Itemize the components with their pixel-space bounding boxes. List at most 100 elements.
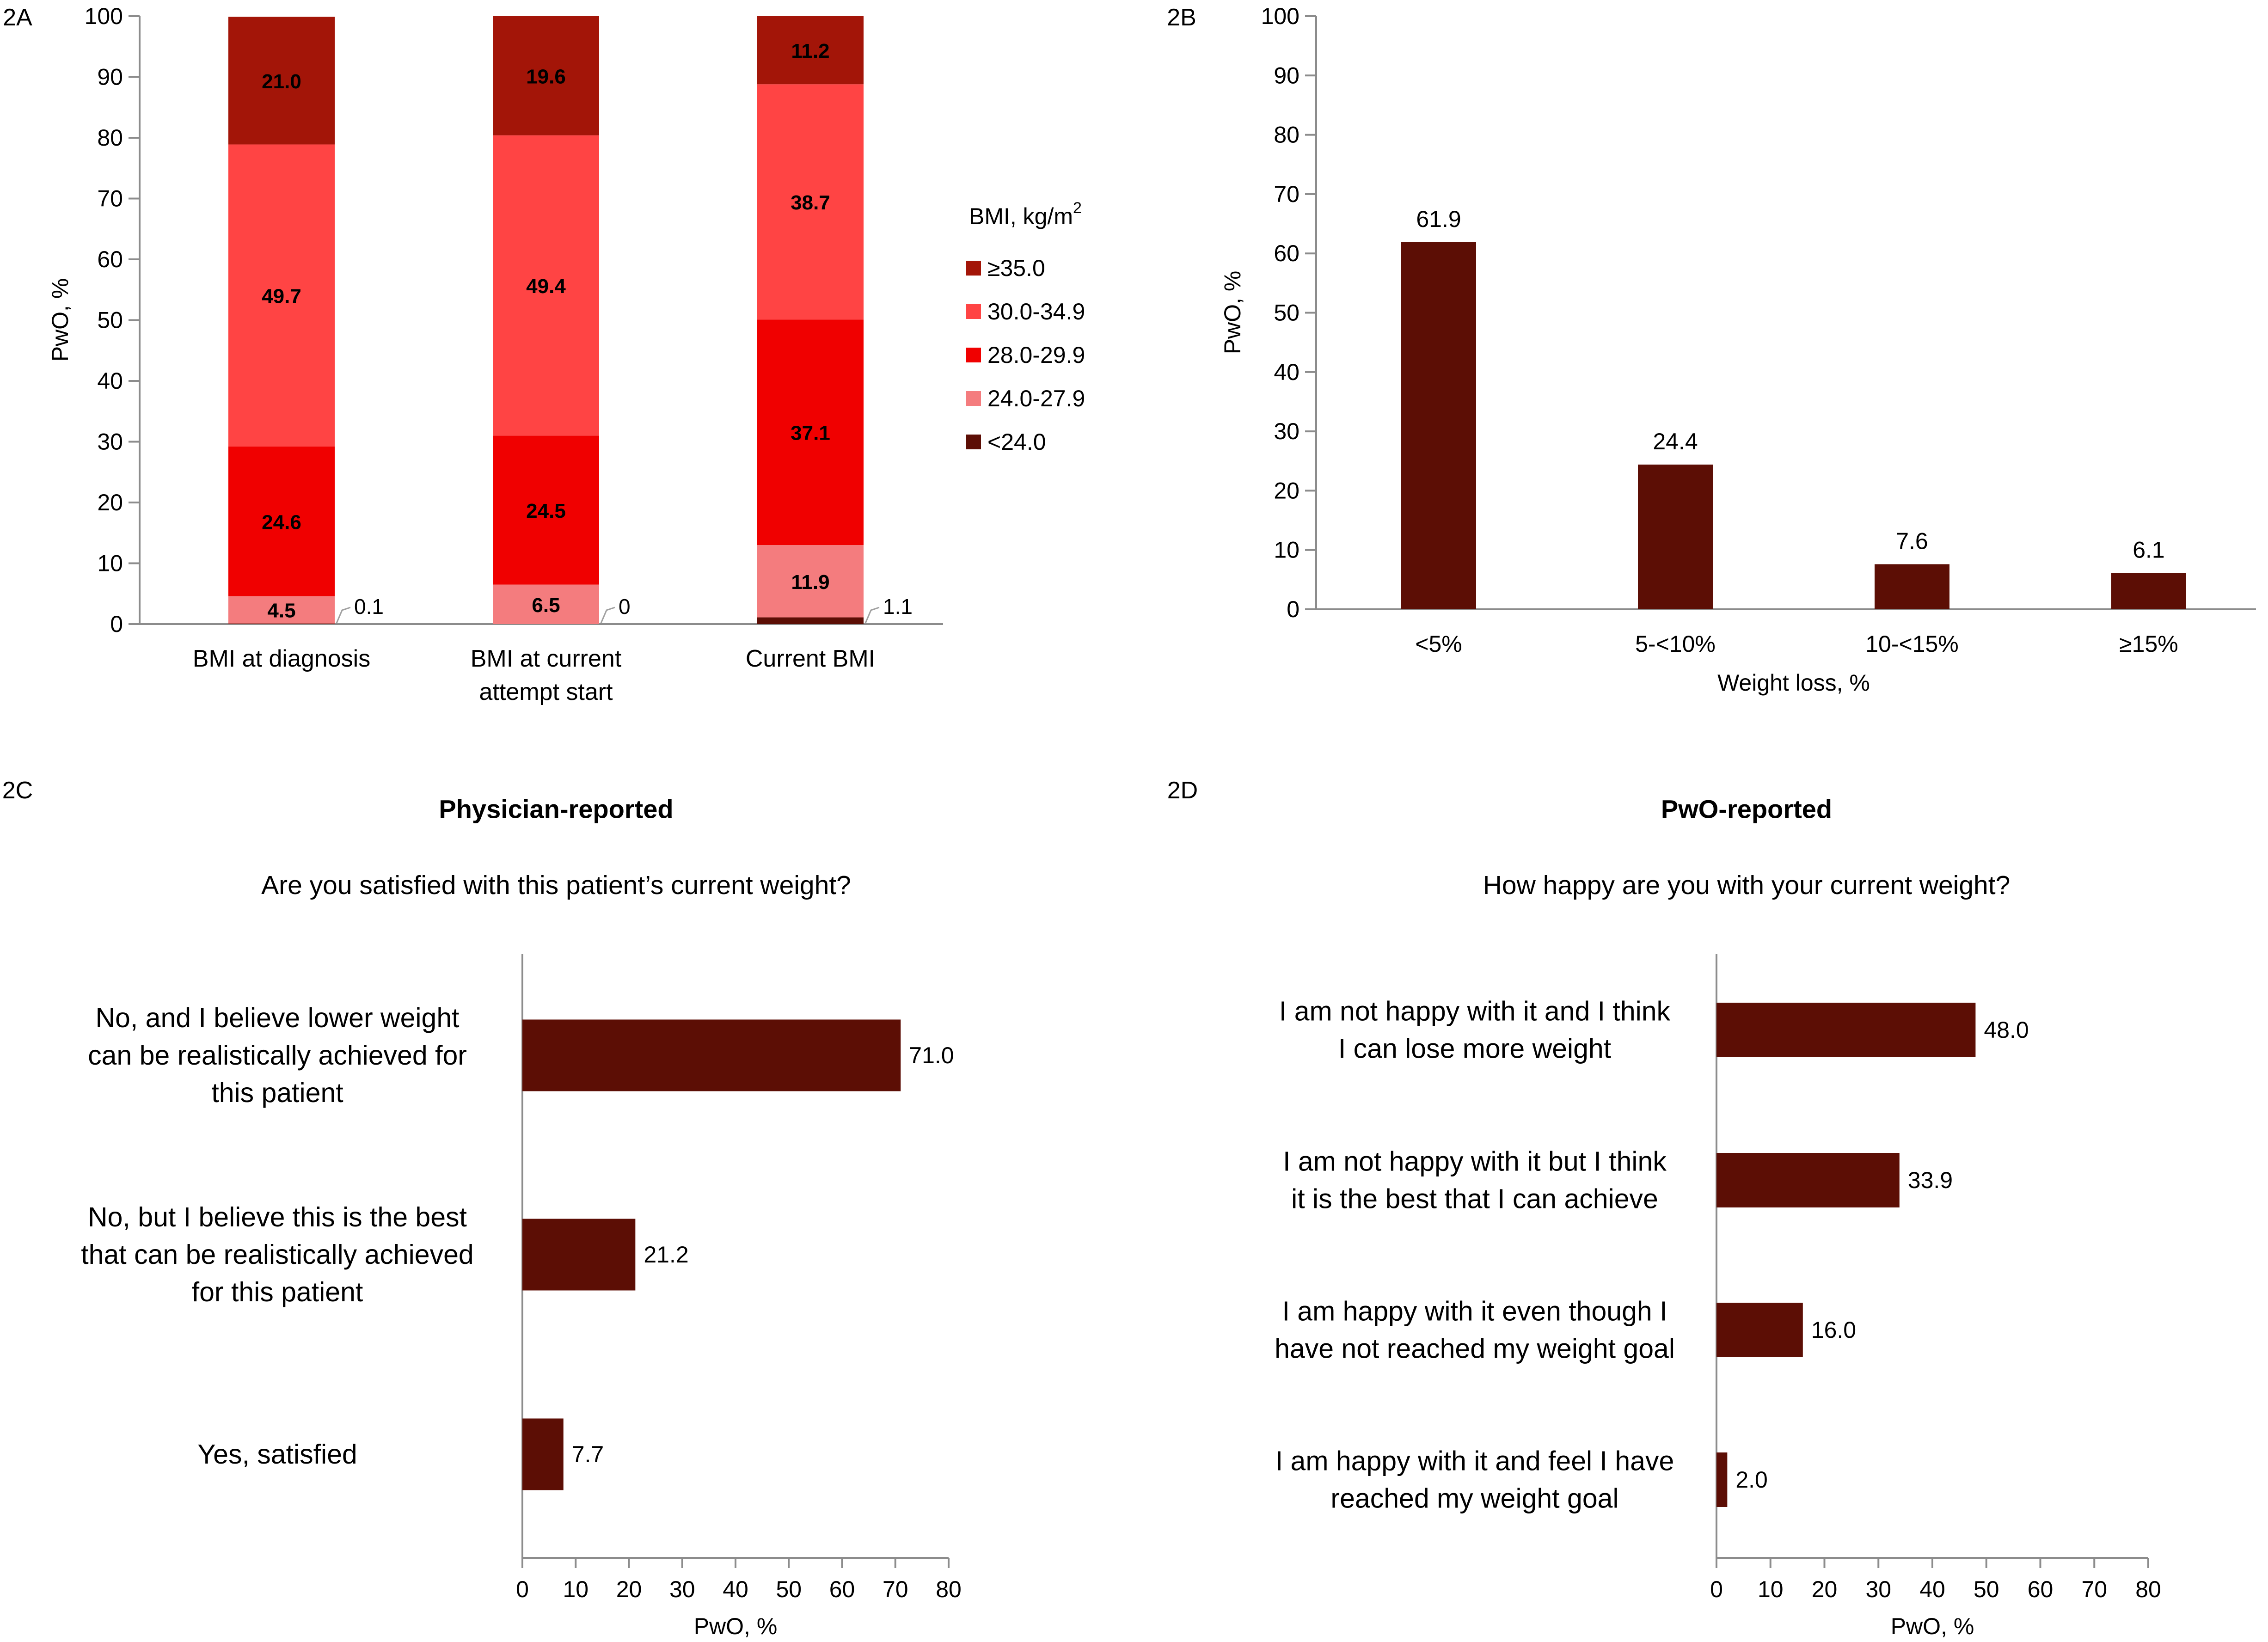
- panel-label: 2A: [3, 4, 32, 31]
- y-tick-label: 60: [1274, 240, 1300, 266]
- x-tick-label: 10: [1758, 1576, 1784, 1602]
- y-axis-label: PwO, %: [1220, 271, 1245, 355]
- data-label: 33.9: [1908, 1167, 1953, 1193]
- data-label: 0: [619, 594, 631, 619]
- y-tick-label: 10: [1274, 537, 1300, 563]
- category-label: I am happy with it and feel I have: [1275, 1446, 1674, 1477]
- bar-segment-30-0-34-9: [493, 135, 599, 436]
- category-label: for this patient: [192, 1277, 363, 1307]
- x-tick-label: 50: [1974, 1576, 1999, 1602]
- data-label: 48.0: [1984, 1017, 2029, 1043]
- data-label: 2.0: [1735, 1467, 1768, 1493]
- category-label: <5%: [1415, 631, 1462, 657]
- data-label: 38.7: [791, 191, 830, 214]
- x-tick-label: 40: [723, 1576, 748, 1602]
- y-tick-label: 10: [97, 551, 123, 576]
- panel-label: 2B: [1167, 4, 1196, 31]
- x-tick-label: 50: [776, 1576, 802, 1602]
- data-label: 11.9: [791, 571, 829, 594]
- category-label: I can lose more weight: [1338, 1034, 1611, 1064]
- data-label-leader-line: [600, 607, 615, 624]
- bar: [1716, 1452, 1728, 1507]
- x-tick-label: 40: [1919, 1576, 1945, 1602]
- legend-label: 28.0-29.9: [987, 342, 1085, 368]
- legend-label: 30.0-34.9: [987, 299, 1085, 325]
- bar: [522, 1219, 636, 1291]
- legend-swatch-35-0: [966, 261, 981, 276]
- bar-segment-24-0: [757, 617, 864, 624]
- x-tick-label: 0: [1710, 1576, 1723, 1602]
- y-tick-label: 50: [97, 307, 123, 333]
- category-label: this patient: [211, 1078, 343, 1108]
- x-tick-label: 80: [936, 1576, 962, 1602]
- bar: [1716, 1303, 1803, 1357]
- bar-segment-24-0-27-9: [757, 545, 864, 618]
- data-label: 71.0: [909, 1042, 954, 1068]
- bar-segment-24-0-27-9: [228, 596, 335, 624]
- legend-label: <24.0: [987, 429, 1046, 455]
- y-tick-label: 70: [1274, 181, 1300, 207]
- panel-label: 2D: [1167, 777, 1198, 804]
- data-label: 19.6: [526, 65, 566, 88]
- data-label: 7.6: [1896, 528, 1928, 554]
- bar: [1716, 1003, 1976, 1057]
- data-label: 49.7: [262, 285, 301, 308]
- category-label: attempt start: [479, 679, 613, 705]
- x-axis-label: PwO, %: [694, 1613, 778, 1639]
- legend-swatch-28-0-29-9: [966, 348, 981, 362]
- chart-title: Physician-reported: [439, 795, 673, 824]
- data-label: 49.4: [526, 275, 566, 298]
- legend-label: 24.0-27.9: [987, 386, 1085, 411]
- category-label: BMI at current: [471, 645, 622, 672]
- panel-2c-physician-reported-chart: 2C Physician-reported Are you satisfied wi…: [2, 777, 962, 1639]
- y-tick-label: 80: [97, 125, 123, 151]
- category-label: reached my weight goal: [1330, 1483, 1618, 1514]
- y-tick-label: 40: [97, 368, 123, 394]
- legend-title-superscript: 2: [1073, 199, 1082, 217]
- category-label: that can be realistically achieved: [81, 1239, 473, 1270]
- category-label: I am not happy with it but I think: [1283, 1146, 1667, 1177]
- legend-swatch-30-0-34-9: [966, 304, 981, 319]
- x-tick-label: 60: [829, 1576, 855, 1602]
- chart-subtitle: How happy are you with your current weig…: [1483, 870, 2011, 900]
- legend-title: BMI, kg/m2: [969, 199, 1082, 229]
- bar-segment-28-0-29-9: [228, 447, 335, 596]
- category-label: can be realistically achieved for: [88, 1040, 467, 1071]
- bar-segment-35-0: [228, 17, 335, 145]
- data-label: 24.5: [526, 500, 566, 522]
- y-tick-label: 90: [97, 64, 123, 90]
- x-axis-label: PwO, %: [1891, 1613, 1974, 1639]
- category-label: I am not happy with it and I think: [1279, 996, 1671, 1027]
- panel-label: 2C: [2, 777, 33, 804]
- data-label: 6.5: [532, 594, 560, 617]
- bar-segment-30-0-34-9: [757, 84, 864, 320]
- bar-segment-24-0-27-9: [493, 584, 599, 624]
- x-tick-label: 70: [883, 1576, 908, 1602]
- legend-title-text: BMI, kg/m: [969, 203, 1073, 229]
- bar: [522, 1019, 901, 1091]
- data-label: 7.7: [572, 1441, 604, 1467]
- y-tick-label: 100: [85, 3, 123, 29]
- bar: [1716, 1153, 1900, 1207]
- category-label: BMI at diagnosis: [193, 645, 370, 672]
- category-label: No, but I believe this is the best: [88, 1202, 467, 1232]
- data-label: 21.2: [644, 1242, 688, 1268]
- x-tick-label: 80: [2135, 1576, 2161, 1602]
- bar: [1401, 242, 1476, 609]
- panel-2b-weight-loss-chart: 2B 0 10 20 30 40 50 60 70 80 90 100 PwO, % 61.9 <5% 24.…: [1167, 3, 2256, 696]
- x-tick-label: 10: [563, 1576, 588, 1602]
- y-tick-label: 40: [1274, 359, 1300, 385]
- legend-swatch-24-0: [966, 435, 981, 449]
- data-label: 24.4: [1653, 429, 1698, 454]
- category-label: it is the best that I can achieve: [1291, 1184, 1658, 1214]
- y-axis-label: PwO, %: [47, 278, 73, 362]
- y-tick-label: 90: [1274, 62, 1300, 88]
- data-label: 37.1: [791, 422, 830, 445]
- category-label: 5-<10%: [1635, 631, 1716, 657]
- bar-segment-30-0-34-9: [228, 144, 335, 447]
- data-label: 16.0: [1811, 1317, 1856, 1343]
- y-tick-label: 20: [1274, 478, 1300, 503]
- data-label: 61.9: [1416, 206, 1461, 232]
- data-label: 4.5: [267, 600, 295, 622]
